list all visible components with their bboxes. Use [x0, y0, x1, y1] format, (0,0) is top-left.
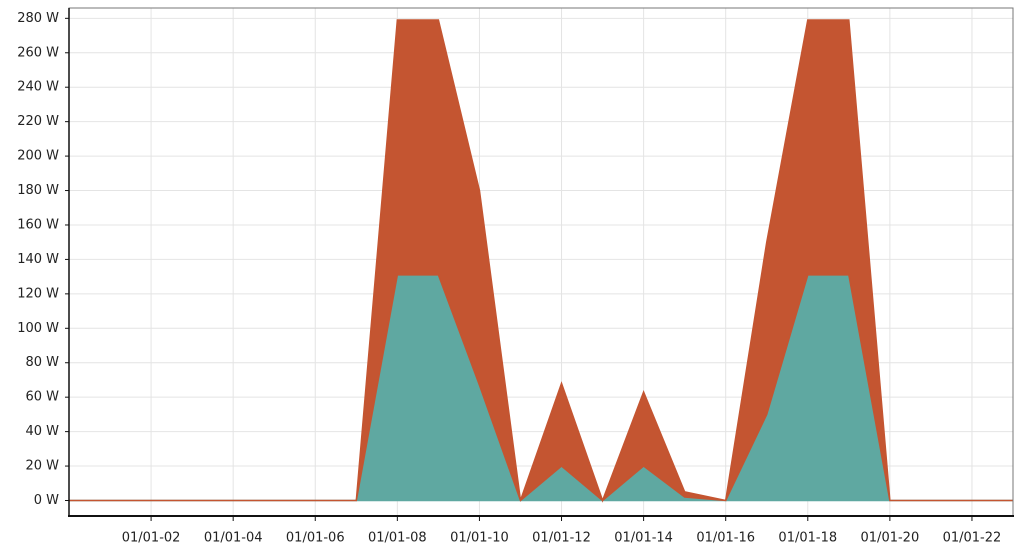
x-tick-label: 01/01-16	[696, 531, 755, 546]
y-tick-label: 0 W	[34, 493, 59, 508]
y-tick-label: 160 W	[17, 217, 59, 232]
area	[69, 19, 1013, 503]
x-tick-label: 01/01-18	[778, 531, 837, 546]
y-tick-label: 80 W	[25, 355, 59, 370]
y-tick-label: 20 W	[25, 459, 59, 474]
y-tick-label: 40 W	[25, 424, 59, 439]
y-tick-label: 120 W	[17, 286, 59, 301]
y-tick-label: 60 W	[25, 390, 59, 405]
y-tick-label: 280 W	[17, 11, 59, 26]
labels: 0 W 20 W 40 W 60 W 80 W 100 W 120 W 140 W 160 W 1…	[17, 11, 1001, 546]
x-tick-label: 01/01-02	[122, 531, 181, 546]
x-tick-label: 01/01-04	[204, 531, 263, 546]
y-tick-label: 260 W	[17, 45, 59, 60]
areas	[69, 19, 1013, 503]
x-tick-label: 01/01-06	[286, 531, 345, 546]
y-tick-label: 240 W	[17, 80, 59, 95]
y-tick-label: 200 W	[17, 149, 59, 164]
x-tick-label: 01/01-22	[943, 531, 1002, 546]
x-tick-label: 01/01-14	[614, 531, 673, 546]
x-tick-label: 01/01-08	[368, 531, 427, 546]
y-tick-label: 100 W	[17, 321, 59, 336]
y-tick-label: 180 W	[17, 183, 59, 198]
grid	[69, 8, 1013, 516]
x-tick-label: 01/01-12	[532, 531, 591, 546]
x-tick-label: 01/01-10	[450, 531, 509, 546]
y-tick-label: 220 W	[17, 114, 59, 129]
y-tick-label: 140 W	[17, 252, 59, 267]
x-tick-label: 01/01-20	[861, 531, 920, 546]
